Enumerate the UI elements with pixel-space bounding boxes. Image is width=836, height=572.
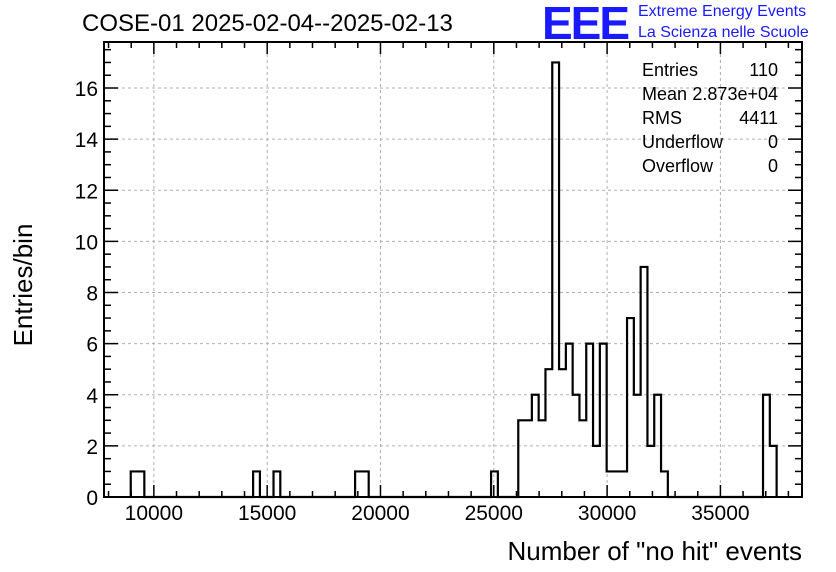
stats-row-rms: RMS 4411 — [640, 106, 782, 130]
stats-row-overflow: Overflow 0 — [640, 154, 782, 178]
logo-line-la-scienza: La Scienza nelle Scuole — [638, 24, 809, 41]
overflow-value: 0 — [767, 156, 778, 176]
stats-row-entries: Entries 110 — [640, 58, 782, 82]
x-tick-label: 35000 — [691, 502, 749, 525]
overflow-label: Overflow — [642, 156, 714, 176]
mean-label: Mean — [642, 84, 688, 104]
underflow-label: Underflow — [642, 132, 724, 152]
y-tick-label: 4 — [86, 385, 98, 408]
grid — [104, 42, 802, 497]
axis-ticks — [104, 42, 802, 498]
y-tick-label: 14 — [75, 129, 99, 152]
stats-row-underflow: Underflow 0 — [640, 130, 782, 154]
logo-line-extreme-energy-events: Extreme Energy Events — [638, 3, 807, 20]
underflow-value: 0 — [767, 132, 778, 152]
rms-value: 4411 — [739, 108, 778, 128]
plot-frame — [103, 41, 803, 498]
entries-label: Entries — [642, 60, 699, 80]
entries-value: 110 — [749, 60, 778, 80]
x-tick-label: 25000 — [465, 502, 523, 525]
x-tick-label: 15000 — [238, 502, 296, 525]
y-tick-label: 6 — [86, 334, 98, 357]
y-tick-label: 10 — [75, 231, 98, 254]
y-tick-label: 16 — [75, 78, 98, 101]
x-tick-label: 30000 — [578, 502, 636, 525]
rms-label: RMS — [642, 108, 682, 128]
tick-labels: 10000 15000 20000 25000 30000 35000 0 2 4 6 8 10 12 1… — [75, 78, 750, 525]
stats-box: Entries 110 Mean 2.873e+04 RMS 4411 Unde… — [640, 58, 782, 178]
x-tick-label: 10000 — [125, 502, 183, 525]
y-tick-label: 12 — [75, 180, 98, 203]
eee-logo: EEE — [542, 0, 630, 49]
mean-value: 2.873e+04 — [692, 84, 778, 104]
stats-row-mean: Mean 2.873e+04 — [640, 82, 782, 106]
x-tick-label: 20000 — [351, 502, 409, 525]
x-axis-label: Number of "no hit" events — [507, 536, 803, 566]
y-tick-label: 2 — [86, 436, 98, 459]
y-axis-label: Entries/bin — [8, 223, 38, 347]
y-tick-label: 8 — [86, 283, 98, 306]
chart-title: COSE-01 2025-02-04--2025-02-13 — [82, 10, 453, 37]
y-tick-label: 0 — [86, 487, 98, 510]
